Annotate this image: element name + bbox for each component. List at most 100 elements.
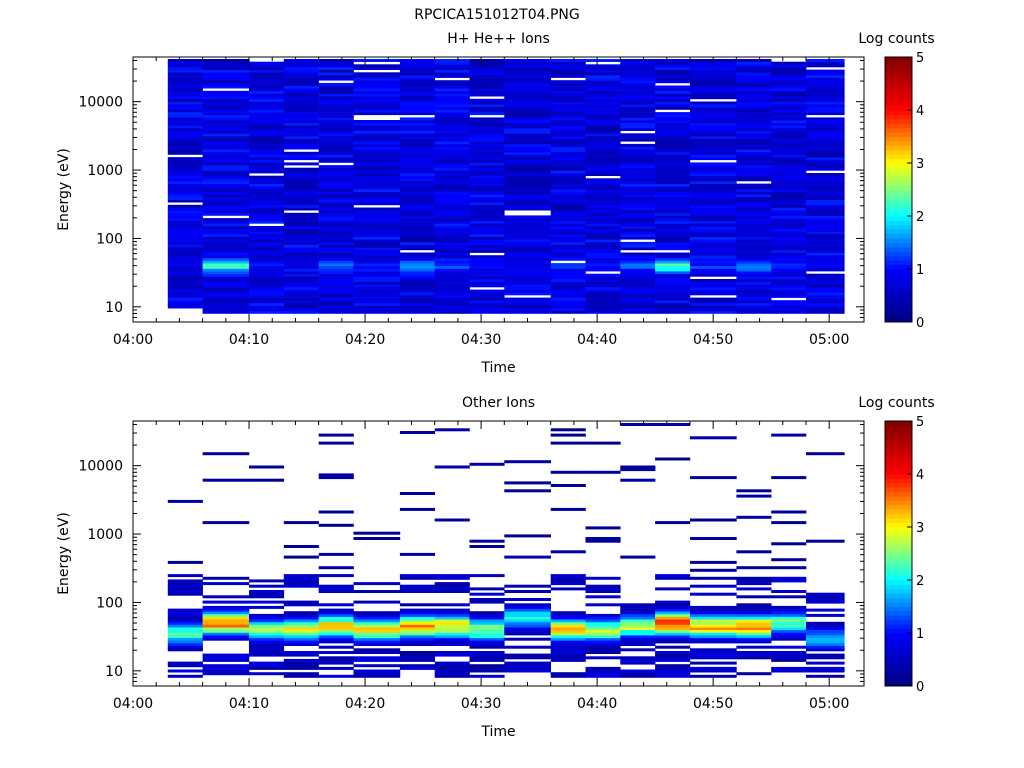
heatmap-cell — [585, 191, 621, 195]
heatmap-cell — [585, 93, 621, 97]
heatmap-cell — [736, 220, 772, 224]
heatmap-cell — [318, 69, 354, 73]
heatmap-cell — [283, 64, 319, 68]
colorbar-segment — [885, 317, 912, 323]
heatmap-cell — [736, 96, 772, 100]
heatmap-cell — [504, 80, 551, 84]
heatmap-cell — [434, 194, 470, 198]
colorbar-segment — [885, 136, 912, 142]
heatmap-cell — [353, 85, 401, 89]
heatmap-cell — [736, 305, 772, 309]
heatmap-cell — [585, 674, 621, 678]
heatmap-cell — [202, 207, 250, 211]
heatmap-cell — [585, 98, 621, 102]
heatmap-cell — [167, 635, 203, 639]
heatmap-cell — [736, 236, 772, 240]
heatmap-cell — [202, 300, 250, 304]
heatmap-cell — [399, 651, 435, 654]
heatmap-cell — [399, 308, 435, 312]
heatmap-cell — [434, 159, 470, 163]
colorbar-segment — [885, 646, 912, 652]
heatmap-cell — [399, 271, 435, 275]
heatmap-cell — [399, 635, 435, 639]
heatmap-cell — [736, 188, 772, 192]
heatmap-cell — [249, 162, 285, 166]
heatmap-cell — [806, 539, 845, 543]
heatmap-cell — [550, 241, 586, 245]
heatmap-cell — [167, 167, 203, 171]
heatmap-cell — [550, 252, 586, 256]
heatmap-cell — [434, 582, 470, 586]
heatmap-cell — [167, 61, 203, 65]
heatmap-cell — [167, 157, 203, 161]
heatmap-cell — [585, 576, 621, 580]
heatmap-cell — [585, 300, 621, 304]
heatmap-cell — [806, 289, 845, 293]
heatmap-cell — [318, 294, 354, 298]
heatmap-cell — [434, 608, 470, 612]
heatmap-cell — [771, 263, 807, 267]
heatmap-cell — [550, 257, 586, 261]
heatmap-cell — [399, 141, 435, 145]
colorbar-segment — [885, 87, 912, 93]
colorbar-segment — [885, 663, 912, 669]
heatmap-cell — [249, 640, 285, 644]
heatmap-cell — [655, 645, 691, 649]
heatmap-cell — [399, 151, 435, 155]
colorbar-tick-label: 3 — [916, 157, 924, 172]
heatmap-cell — [655, 194, 691, 198]
heatmap-cell — [399, 310, 435, 314]
heatmap-cell — [655, 521, 691, 525]
heatmap-cell — [353, 669, 401, 673]
heatmap-cell — [318, 249, 354, 253]
heatmap-cell — [353, 635, 401, 639]
heatmap-cell — [318, 263, 354, 267]
heatmap-cell — [353, 80, 401, 84]
colorbar-segment — [885, 70, 912, 76]
heatmap-cell — [655, 600, 691, 604]
heatmap-cell — [469, 67, 505, 70]
heatmap-cell — [620, 656, 656, 660]
heatmap-cell — [620, 154, 656, 158]
x-tick-label: 04:20 — [345, 332, 385, 348]
heatmap-cell — [318, 619, 354, 623]
heatmap-cell — [249, 181, 285, 184]
heatmap-cell — [690, 627, 737, 631]
heatmap-cell — [771, 199, 807, 203]
heatmap-cell — [434, 120, 470, 123]
heatmap-cell — [806, 247, 845, 251]
colorbar-segment — [885, 74, 912, 80]
heatmap-cell — [469, 310, 505, 314]
heatmap-cell — [585, 104, 621, 108]
heatmap-cell — [771, 558, 807, 562]
heatmap-cell — [690, 165, 737, 169]
heatmap-cell — [771, 669, 807, 673]
heatmap-cell — [167, 135, 203, 139]
heatmap-cell — [806, 88, 845, 92]
heatmap-cell — [550, 82, 586, 86]
heatmap-cell — [353, 255, 401, 259]
colorbar-frame — [884, 420, 913, 687]
heatmap-cell — [690, 281, 737, 285]
heatmap-cell — [806, 165, 845, 169]
heatmap-cell — [690, 157, 737, 161]
heatmap-cell — [655, 207, 691, 211]
heatmap-cell — [202, 162, 250, 166]
colorbar-segment — [885, 65, 912, 71]
heatmap-cell — [167, 244, 203, 248]
heatmap-cell — [504, 236, 551, 240]
colorbar-segment — [885, 584, 912, 590]
heatmap-cell — [283, 555, 319, 559]
heatmap-cell — [690, 215, 737, 219]
heatmap-cell — [167, 619, 203, 623]
heatmap-cell — [283, 77, 319, 81]
heatmap-cell — [736, 157, 772, 161]
heatmap-cell — [620, 165, 656, 169]
heatmap-cell — [806, 257, 845, 261]
heatmap-cell — [690, 173, 737, 176]
heatmap-cell — [318, 178, 354, 182]
heatmap-cell — [504, 149, 551, 153]
heatmap-cell — [434, 199, 470, 203]
heatmap-cell — [620, 186, 656, 190]
heatmap-cell — [690, 183, 737, 187]
